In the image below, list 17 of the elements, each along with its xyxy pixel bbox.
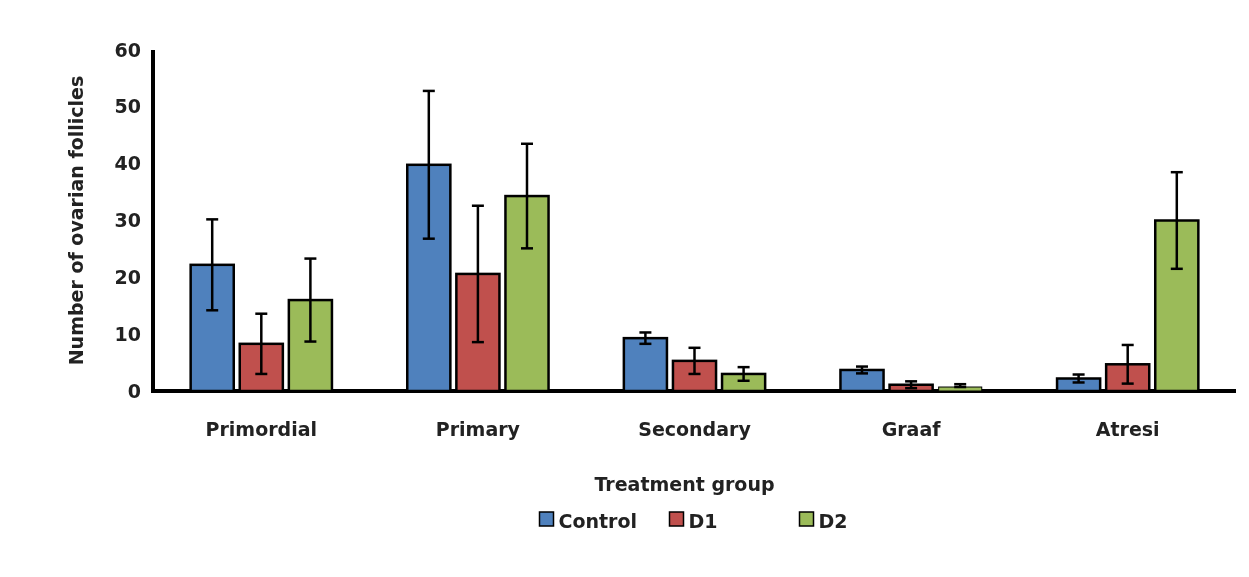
legend-label: D2 [818,509,848,532]
y-axis-title: Number of ovarian follicles [65,75,87,366]
y-tick-label: 30 [114,209,141,232]
x-tick-label: Primordial [205,418,318,440]
x-tick-label: Secondary [638,418,752,440]
y-tick-label: 0 [127,379,141,402]
y-tick-label: 20 [114,265,141,288]
x-axis-title: Treatment group [594,473,775,495]
y-tick-label: 40 [114,152,141,175]
x-tick-label: Primary [435,418,521,440]
y-tick-label: 50 [114,95,141,118]
legend-label: Control [558,509,638,532]
y-tick-label: 60 [114,38,141,61]
x-tick-label: Graaf [881,418,942,440]
legend-label: D1 [688,509,718,532]
y-tick-label: 10 [114,322,141,345]
x-tick-label: Atresi [1095,418,1160,440]
